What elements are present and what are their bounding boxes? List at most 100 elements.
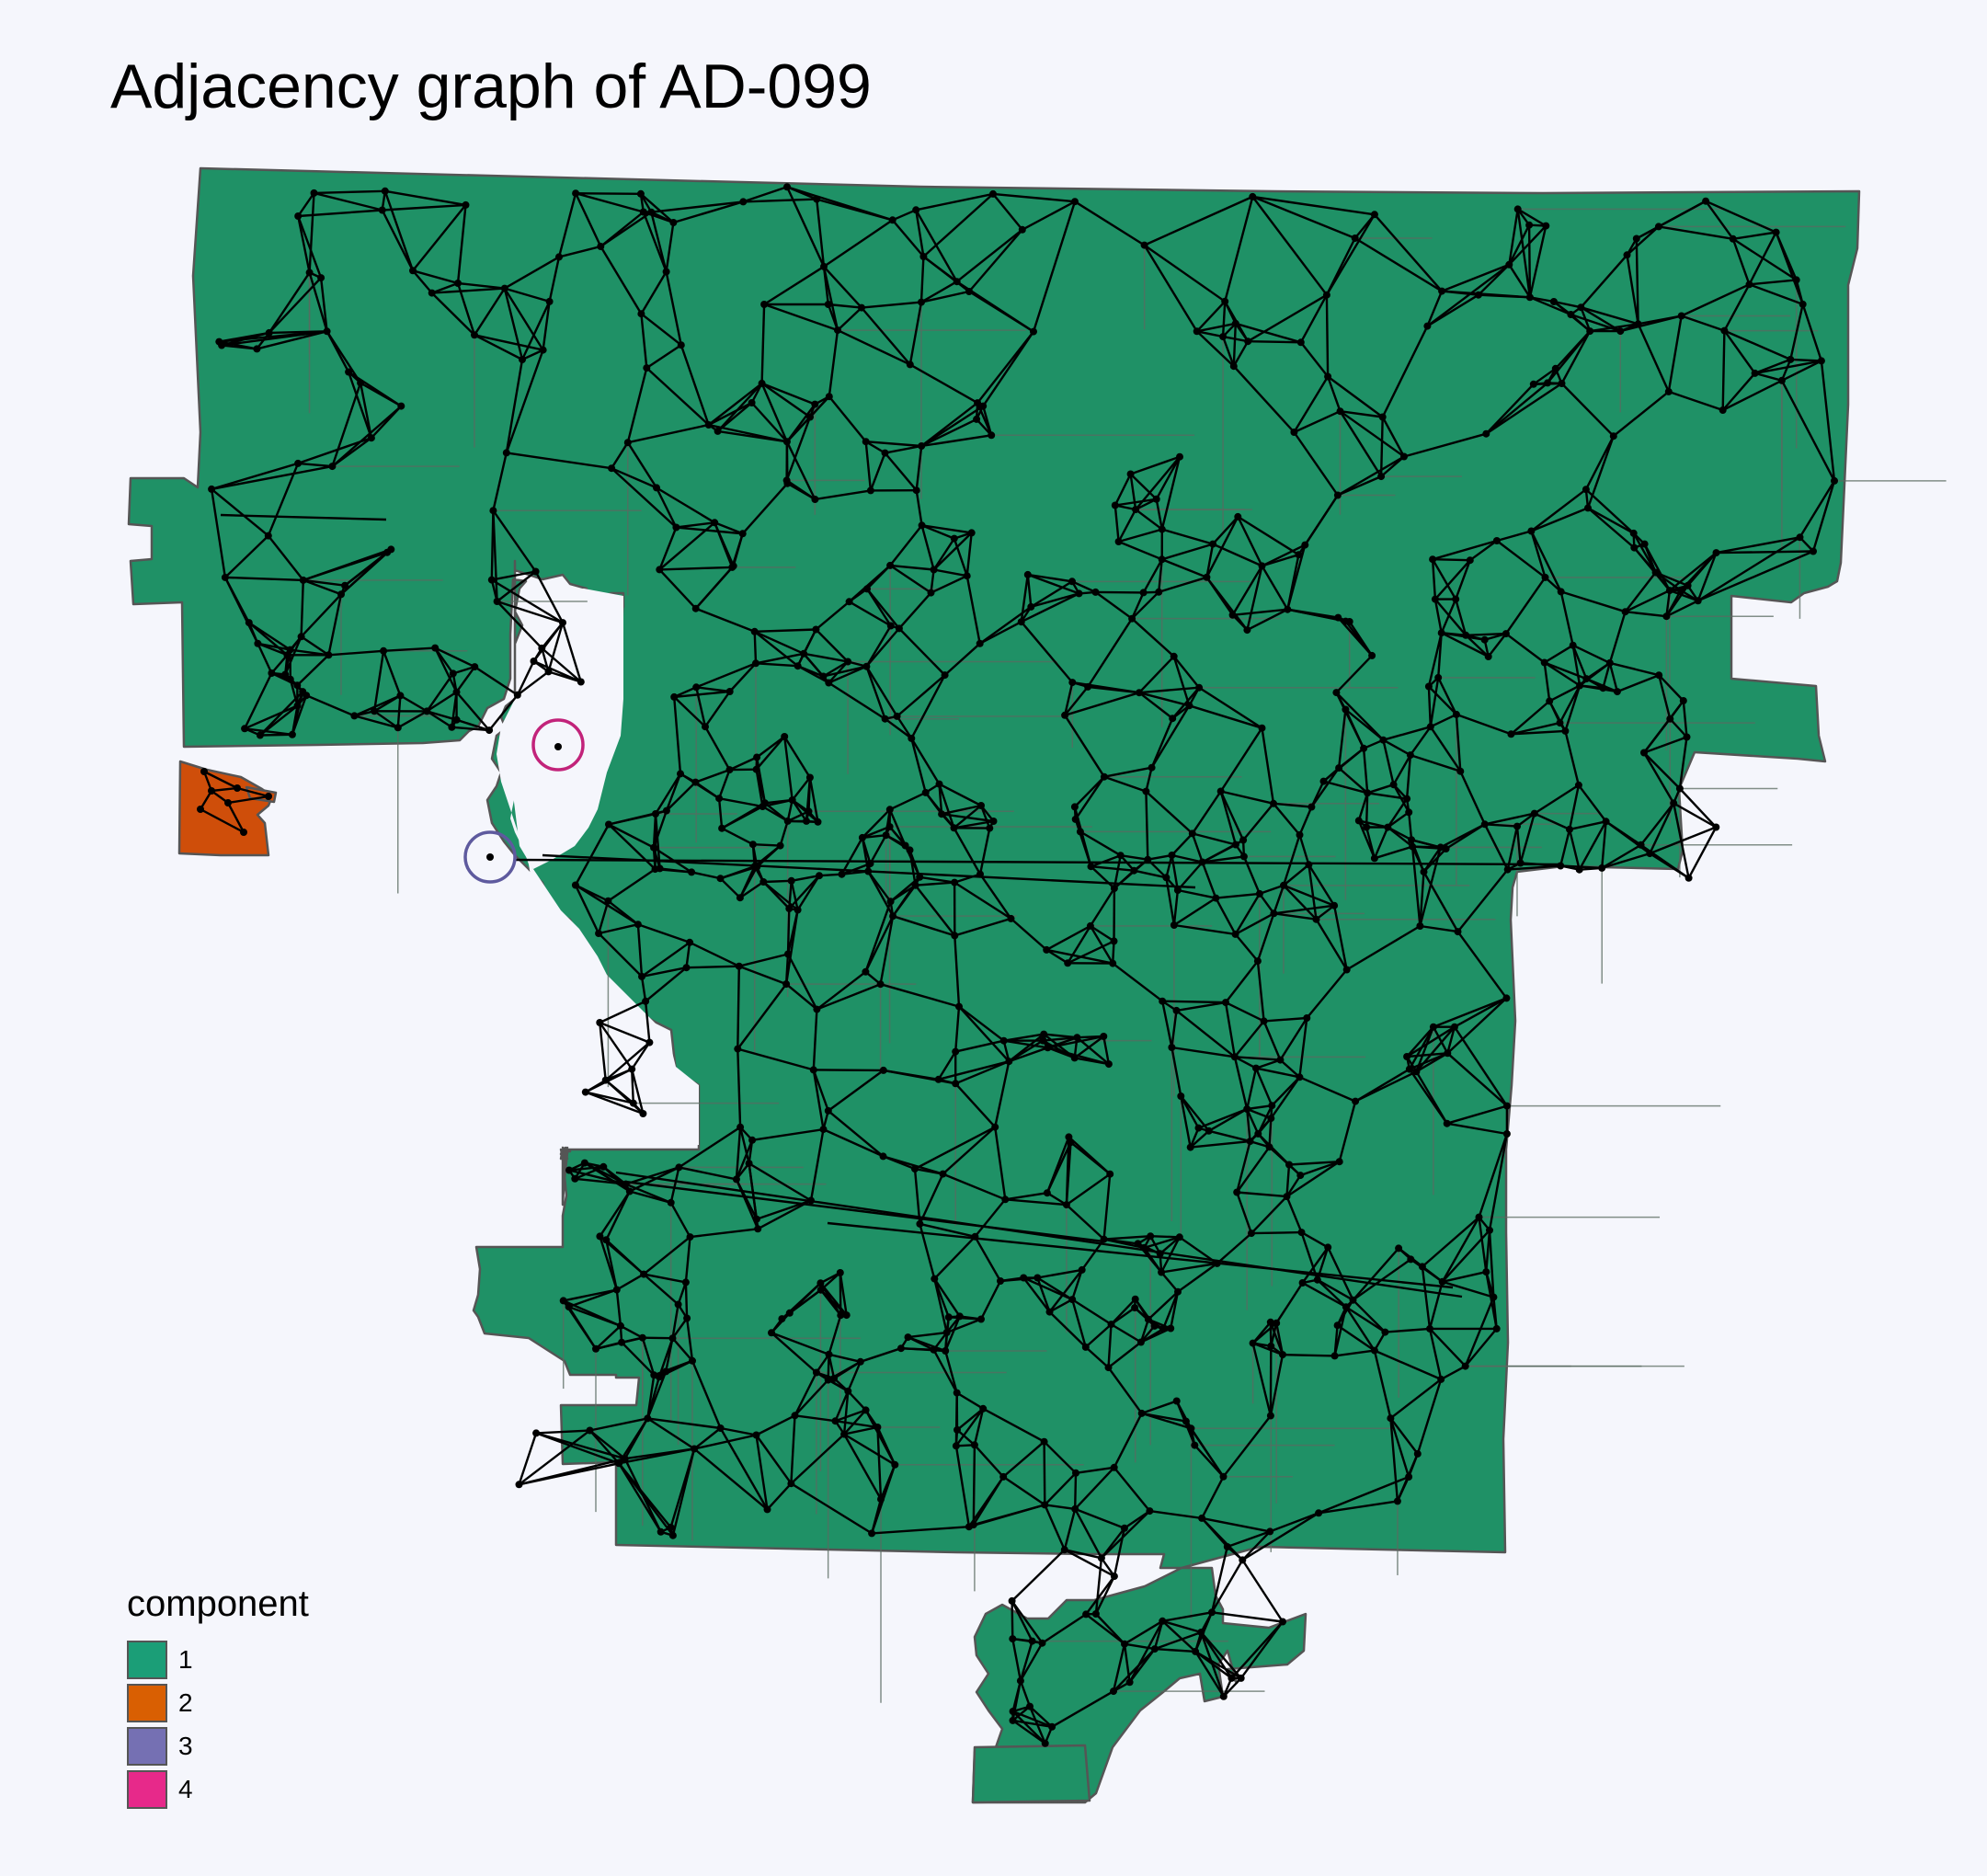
adjacency-edge	[1241, 1530, 1272, 1561]
adjacency-edge	[809, 1128, 825, 1201]
adjacency-edge	[1135, 498, 1158, 511]
adjacency-node	[208, 787, 215, 795]
adjacency-node	[1454, 928, 1462, 936]
adjacency-edge	[574, 1165, 604, 1180]
adjacency-edge	[865, 627, 900, 668]
adjacency-edge	[568, 1288, 618, 1309]
adjacency-node	[952, 1442, 960, 1450]
adjacency-node	[1437, 629, 1445, 637]
adjacency-node	[1438, 287, 1446, 295]
adjacency-node	[1239, 852, 1248, 861]
adjacency-node	[879, 1066, 887, 1074]
adjacency-edge	[1051, 1690, 1114, 1728]
adjacency-edge	[270, 654, 289, 674]
adjacency-edge	[1334, 1349, 1376, 1357]
adjacency-edge	[738, 965, 787, 986]
adjacency-node	[868, 1529, 876, 1538]
adjacency-node	[1140, 241, 1148, 249]
adjacency-node	[1525, 221, 1534, 229]
adjacency-edge	[257, 330, 327, 350]
adjacency-edge	[1160, 1271, 1179, 1293]
adjacency-edge	[1235, 322, 1302, 344]
adjacency-node	[1492, 537, 1501, 544]
adjacency-node	[1091, 588, 1100, 596]
adjacency-node	[485, 726, 494, 735]
adjacency-edge	[954, 1446, 971, 1527]
adjacency-edge	[1171, 854, 1180, 891]
adjacency-node	[1111, 501, 1119, 509]
adjacency-node	[825, 679, 833, 687]
adjacency-edge	[737, 1047, 815, 1071]
adjacency-node	[825, 393, 833, 401]
adjacency-node	[1243, 626, 1251, 635]
adjacency-edge	[1419, 872, 1425, 927]
adjacency-node	[1777, 376, 1786, 384]
adjacency-edge	[1202, 855, 1245, 864]
adjacency-node	[1188, 829, 1196, 838]
adjacency-edge	[954, 1060, 1010, 1085]
adjacency-node	[256, 731, 264, 739]
adjacency-node	[778, 1315, 786, 1323]
adjacency-edge	[1327, 375, 1384, 418]
adjacency-node	[1772, 228, 1780, 236]
adjacency-node	[1301, 541, 1309, 549]
adjacency-edge	[270, 671, 298, 687]
adjacency-node	[1223, 1543, 1231, 1550]
adjacency-node	[1456, 767, 1465, 775]
adjacency-edge	[693, 1447, 769, 1511]
adjacency-edge	[655, 486, 678, 529]
adjacency-edge	[1135, 455, 1181, 510]
adjacency-node	[1363, 823, 1371, 831]
adjacency-edge	[652, 810, 668, 849]
adjacency-node	[293, 681, 302, 690]
adjacency-edge	[930, 575, 968, 594]
adjacency-node	[1249, 1339, 1257, 1347]
adjacency-edge	[1074, 1472, 1078, 1509]
adjacency-edge	[1433, 558, 1470, 562]
adjacency-edge	[1658, 225, 1733, 240]
adjacency-node	[1110, 1573, 1118, 1581]
adjacency-edge	[1801, 303, 1823, 361]
adjacency-edge	[1234, 933, 1259, 962]
adjacency-edge	[932, 537, 955, 571]
adjacency-edge	[953, 538, 968, 577]
adjacency-node	[1541, 573, 1549, 581]
adjacency-edge	[1338, 1101, 1357, 1162]
adjacency-edge	[314, 191, 383, 212]
adjacency-node	[885, 806, 894, 814]
adjacency-edge	[1189, 704, 1262, 729]
adjacency-edge	[615, 1171, 1463, 1298]
adjacency-edge	[1346, 924, 1422, 971]
adjacency-node	[954, 1425, 961, 1434]
adjacency-edge	[1381, 416, 1406, 458]
adjacency-edge	[1488, 1230, 1495, 1298]
adjacency-edge	[794, 1378, 829, 1417]
adjacency-node	[1156, 1250, 1164, 1258]
adjacency-node	[668, 1531, 677, 1539]
adjacency-node	[816, 1279, 825, 1287]
adjacency-edge	[785, 417, 812, 481]
adjacency-edge	[674, 690, 730, 699]
adjacency-edge	[373, 710, 399, 729]
adjacency-edge	[1456, 931, 1508, 1000]
adjacency-node	[986, 824, 994, 832]
adjacency-edge	[1433, 997, 1507, 1028]
adjacency-edge	[244, 672, 273, 729]
adjacency-edge	[1090, 865, 1115, 889]
adjacency-edge	[1608, 611, 1627, 664]
adjacency-edge	[1374, 845, 1413, 860]
adjacency-edge	[686, 965, 739, 969]
adjacency-edge	[1298, 834, 1310, 865]
adjacency-edge	[1543, 662, 1551, 702]
adjacency-edge	[1323, 780, 1368, 795]
adjacency-edge	[1517, 208, 1547, 227]
adjacency-edge	[1429, 726, 1462, 772]
adjacency-edge	[748, 1162, 812, 1202]
adjacency-edge	[1723, 329, 1756, 374]
adjacency-edge	[828, 1069, 885, 1112]
adjacency-node	[955, 1002, 963, 1011]
adjacency-edge	[645, 367, 710, 426]
adjacency-edge	[1118, 540, 1163, 561]
adjacency-edge	[621, 1341, 656, 1377]
adjacency-edge	[679, 1166, 737, 1181]
